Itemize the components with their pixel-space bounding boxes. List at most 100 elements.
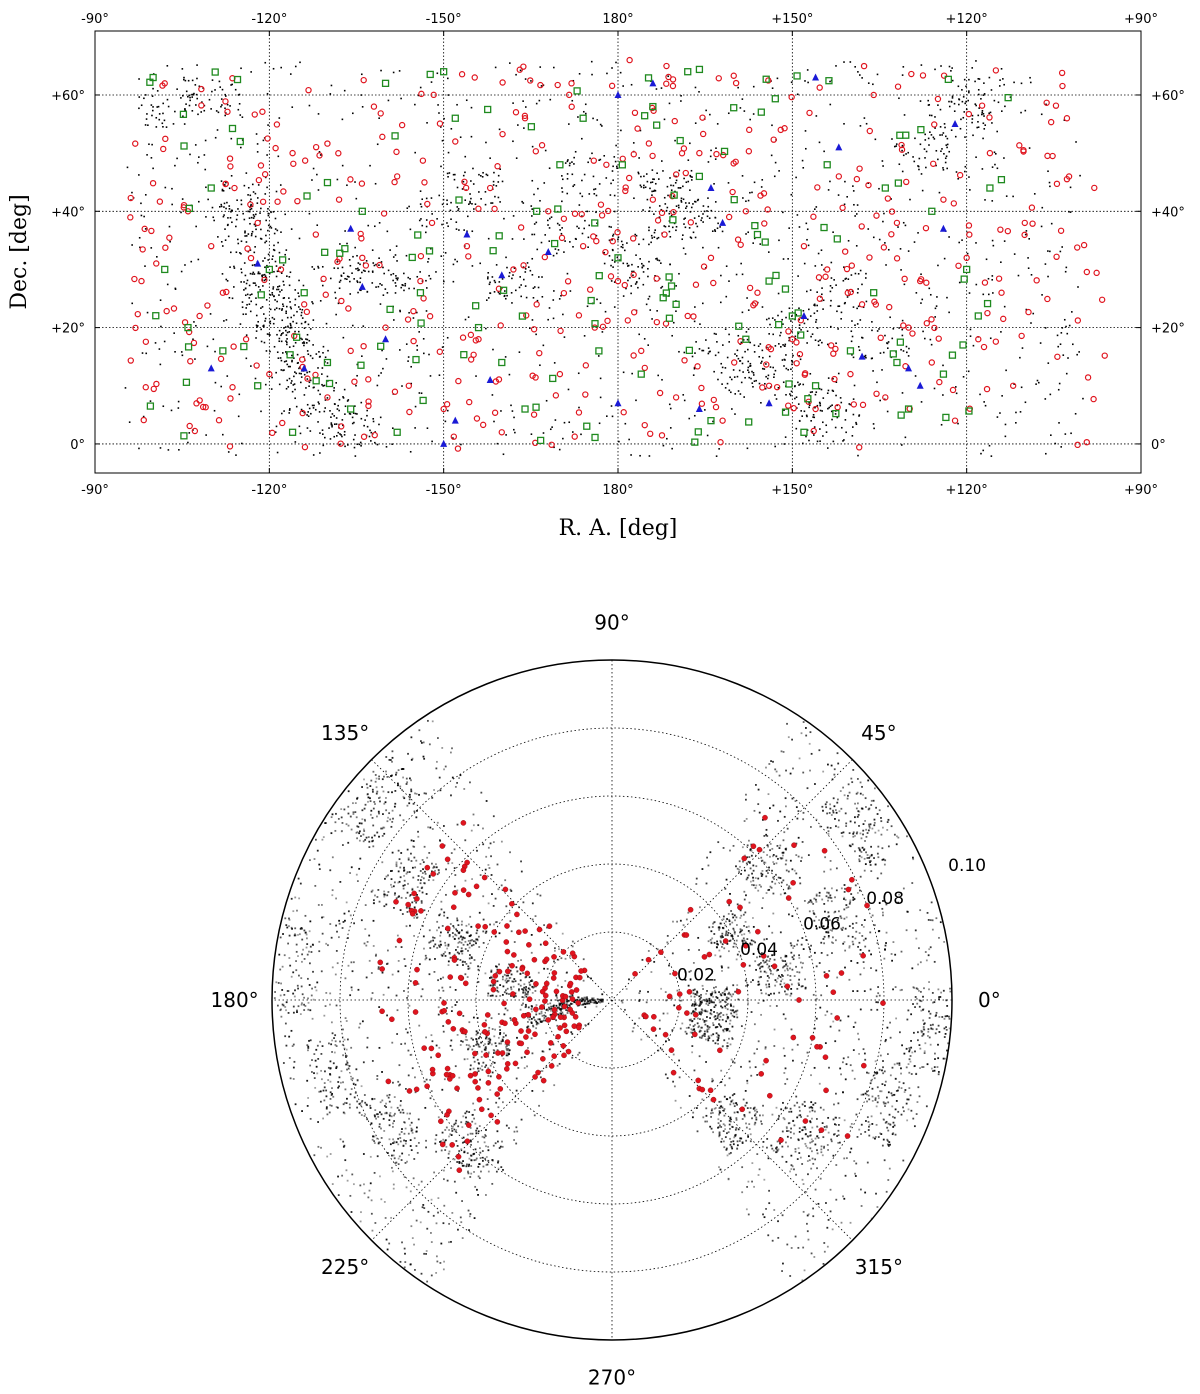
- galaxy-dot: [790, 81, 793, 84]
- galaxy-dot: [489, 157, 491, 159]
- galaxy-dot: [953, 110, 956, 112]
- x-axis-label: R. A. [deg]: [559, 516, 678, 541]
- galaxy-dot: [815, 321, 817, 323]
- galaxy-dot: [487, 297, 490, 299]
- galaxy-dot: [341, 435, 343, 438]
- galaxy-dot: [540, 241, 543, 244]
- wedge-dot: [810, 1106, 813, 1108]
- galaxy-dot: [216, 129, 219, 131]
- galaxy-dot: [641, 266, 644, 269]
- galaxy-dot: [563, 421, 566, 424]
- galaxy-dot: [317, 113, 320, 115]
- galaxy-dot: [895, 145, 898, 147]
- wedge-dot: [745, 985, 747, 987]
- galaxy-dot: [808, 439, 810, 442]
- red-circle-marker: [625, 174, 633, 182]
- galaxy-dot: [277, 288, 280, 291]
- galaxy-dot: [736, 349, 739, 352]
- galaxy-dot: [763, 368, 766, 370]
- wedge-dot: [693, 1004, 696, 1007]
- red-circle-marker: [761, 220, 768, 227]
- wedge-dot: [449, 751, 452, 754]
- wedge-dot: [772, 853, 775, 856]
- blue-triangle-marker: [544, 248, 552, 255]
- wedge-dot: [624, 1008, 626, 1011]
- galaxy-dot: [394, 282, 397, 284]
- wedge-dot: [406, 891, 409, 894]
- galaxy-dot: [593, 188, 595, 191]
- y-tick-label-left: +60°: [51, 89, 85, 104]
- wedge-dot: [695, 877, 698, 880]
- wedge-dot: [377, 889, 380, 891]
- wedge-dot: [281, 1003, 284, 1006]
- red-circle-marker: [824, 266, 831, 273]
- green-square-marker: [735, 322, 743, 330]
- galaxy-dot: [289, 408, 291, 410]
- wedge-dot: [946, 1049, 948, 1052]
- red-circle-marker: [647, 430, 654, 438]
- galaxy-dot: [286, 338, 288, 340]
- galaxy-dot: [1044, 263, 1047, 265]
- galaxy-dot: [963, 111, 966, 113]
- galaxy-dot: [280, 289, 283, 291]
- galaxy-dot: [487, 237, 490, 240]
- galaxy-dot: [333, 415, 336, 417]
- galaxy-dot: [627, 265, 629, 267]
- green-square-marker: [417, 319, 425, 327]
- galaxy-dot: [695, 222, 697, 225]
- galaxy-dot: [620, 246, 623, 248]
- wedge-dot: [844, 887, 846, 890]
- galaxy-dot: [360, 401, 363, 404]
- galaxy-dot: [138, 107, 140, 110]
- red-circle-marker: [222, 98, 229, 105]
- galaxy-dot: [917, 232, 919, 234]
- galaxy-dot: [308, 104, 311, 107]
- wedge-dot: [564, 980, 567, 982]
- galaxy-dot: [356, 413, 358, 415]
- galaxy-dot: [309, 430, 312, 432]
- wedge-dot: [690, 969, 692, 972]
- galaxy-dot: [450, 218, 452, 221]
- green-square-marker: [303, 192, 311, 200]
- galaxy-dot: [677, 204, 680, 207]
- wedge-dot: [348, 1103, 351, 1106]
- wedge-dot: [666, 941, 669, 944]
- galaxy-dot: [594, 188, 597, 190]
- galaxy-dot: [140, 202, 142, 205]
- galaxy-dot: [586, 305, 589, 308]
- galaxy-dot: [399, 309, 401, 312]
- wedge-dot: [325, 1107, 328, 1110]
- wedge-dot: [713, 1006, 716, 1008]
- galaxy-dot: [817, 344, 820, 347]
- galaxy-dot: [755, 379, 757, 382]
- galaxy-dot: [408, 205, 410, 208]
- galaxy-dot: [235, 454, 237, 456]
- galaxy-dot: [653, 213, 655, 215]
- galaxy-dot: [278, 285, 281, 287]
- wedge-dot: [423, 882, 426, 885]
- galaxy-dot: [668, 230, 671, 233]
- red-circle-marker: [815, 274, 823, 281]
- galaxy-dot: [396, 278, 399, 281]
- galaxy-dot: [788, 227, 790, 229]
- wedge-dot: [368, 934, 371, 937]
- galaxy-dot: [797, 275, 799, 277]
- red-circle-marker: [579, 242, 587, 250]
- wedge-dot: [748, 931, 751, 934]
- wedge-dot: [436, 1260, 439, 1263]
- wedge-dot: [806, 1115, 809, 1117]
- red-circle-marker: [888, 231, 895, 238]
- wedge-dot: [401, 789, 403, 791]
- galaxy-dot: [950, 70, 952, 72]
- wedge-dot: [447, 1156, 450, 1159]
- galaxy-dot: [683, 351, 686, 354]
- galaxy-dot: [286, 316, 289, 319]
- wedge-dot: [862, 939, 865, 942]
- galaxy-dot: [306, 333, 309, 336]
- galaxy-dot: [446, 203, 448, 206]
- galaxy-dot: [333, 267, 336, 269]
- wedge-dot: [744, 1089, 747, 1092]
- galaxy-dot: [150, 104, 153, 106]
- galaxy-dot: [280, 334, 282, 337]
- galaxy-dot: [177, 400, 180, 403]
